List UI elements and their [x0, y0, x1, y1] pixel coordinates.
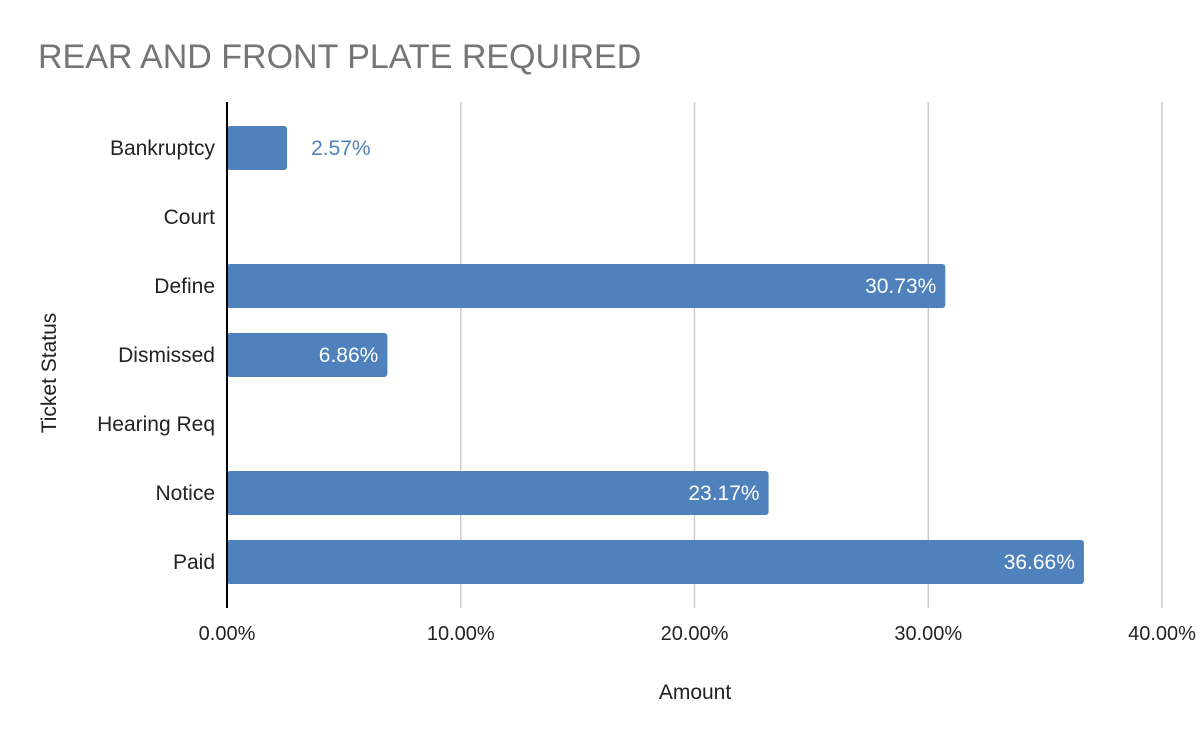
bar: [227, 264, 946, 308]
data-label: 23.17%: [688, 482, 759, 505]
bar: [227, 333, 388, 377]
x-tick-label: 0.00%: [199, 623, 256, 645]
bars: [227, 126, 1084, 584]
y-axis-title: Ticket Status: [38, 313, 61, 434]
y-category-label: Bankruptcy: [110, 137, 216, 160]
y-category-label: Define: [154, 275, 215, 298]
x-tick-label: 20.00%: [661, 623, 729, 645]
x-axis-title: Amount: [659, 681, 732, 704]
x-tick-label: 30.00%: [894, 623, 962, 645]
data-label: 30.73%: [865, 275, 936, 298]
data-label: 6.86%: [319, 344, 379, 367]
data-label: 2.57%: [311, 137, 371, 160]
y-category-label: Hearing Req: [97, 413, 215, 436]
grid: [460, 102, 1163, 608]
bar: [227, 126, 288, 170]
x-tick-label: 40.00%: [1128, 623, 1196, 645]
chart-title: REAR AND FRONT PLATE REQUIRED: [38, 38, 641, 76]
data-label: 36.66%: [1004, 551, 1075, 574]
y-category-label: Dismissed: [118, 344, 215, 367]
bar: [227, 540, 1084, 584]
bar: [227, 471, 769, 515]
y-category-label: Paid: [173, 551, 215, 574]
labels: 0.00% 10.00% 20.00% 30.00% 40.00% Bankruptcy 2…: [97, 137, 1196, 645]
x-tick-label: 10.00%: [427, 623, 495, 645]
y-category-label: Court: [164, 206, 216, 229]
y-category-label: Notice: [155, 482, 215, 505]
